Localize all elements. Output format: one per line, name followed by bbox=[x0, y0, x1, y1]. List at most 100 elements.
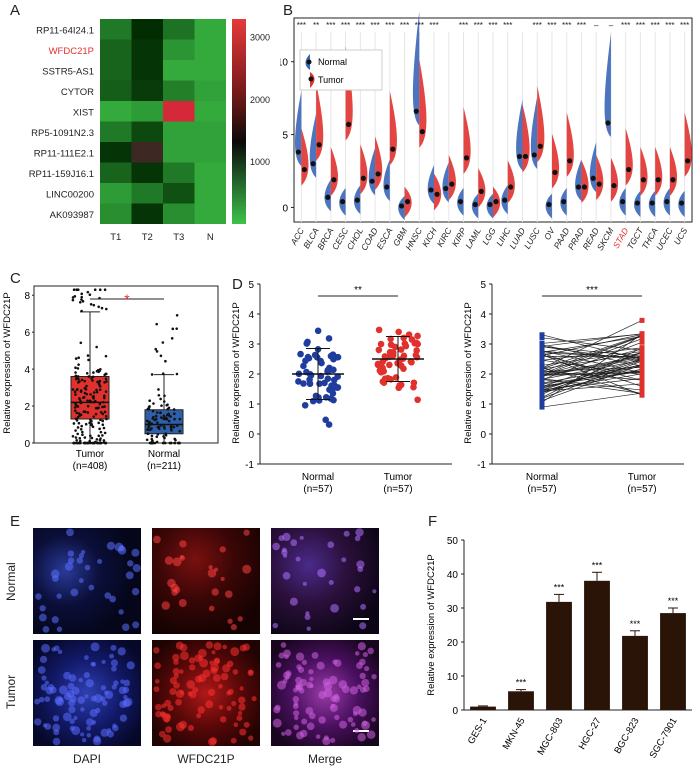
dot-group-n: (n=57) bbox=[383, 484, 412, 495]
micro-nucleus bbox=[44, 696, 51, 702]
micro-nucleus bbox=[121, 623, 130, 631]
box-point bbox=[146, 432, 150, 436]
micro-nucleus bbox=[153, 686, 160, 693]
micro-nucleus bbox=[239, 686, 244, 691]
box-point bbox=[88, 421, 91, 425]
violin-cancer-label: LAML bbox=[463, 226, 483, 250]
bar-sig: *** bbox=[554, 582, 565, 592]
pair-tumor-point bbox=[639, 317, 645, 323]
micro-nucleus bbox=[354, 535, 361, 542]
heatmap-cell bbox=[194, 162, 226, 183]
box-point bbox=[157, 388, 160, 391]
violin-normal-mean bbox=[502, 197, 508, 203]
box-point bbox=[163, 441, 167, 445]
box-point bbox=[175, 313, 179, 317]
dot-point bbox=[325, 335, 333, 342]
micro-nucleus bbox=[232, 669, 239, 675]
micro-nucleus bbox=[360, 603, 367, 610]
micro-nucleus bbox=[111, 665, 117, 672]
micro-nucleus bbox=[359, 622, 367, 630]
violin-cancer-label: SKCM bbox=[595, 225, 616, 252]
micro-nucleus bbox=[328, 675, 338, 685]
pair-group-label: Normal bbox=[526, 472, 558, 483]
dot-point bbox=[401, 340, 409, 347]
box-point bbox=[97, 421, 101, 425]
dot-point bbox=[395, 328, 402, 336]
dot-point bbox=[301, 401, 309, 409]
box-point bbox=[79, 399, 82, 403]
violin-normal-mean bbox=[472, 201, 478, 208]
box-point bbox=[150, 434, 154, 438]
dot-ytick-label: 4 bbox=[248, 310, 254, 321]
micro-nucleus bbox=[207, 688, 216, 697]
micro-nucleus bbox=[359, 658, 366, 666]
dot-point bbox=[374, 360, 382, 368]
micro-nucleus bbox=[304, 614, 311, 620]
violin-sig: *** bbox=[385, 21, 394, 30]
micro-nucleus bbox=[179, 651, 189, 661]
violin-tumor bbox=[463, 107, 471, 174]
micro-nucleus bbox=[41, 675, 47, 681]
micro-nucleus bbox=[318, 691, 327, 699]
dot-point bbox=[300, 362, 307, 370]
violin-normal-mean bbox=[620, 199, 626, 205]
box-point bbox=[167, 406, 171, 410]
micro-nucleus bbox=[371, 717, 376, 722]
box-point bbox=[95, 438, 99, 441]
micro-nucleus bbox=[298, 687, 305, 694]
violin-legend-normal: Normal bbox=[318, 57, 347, 67]
dot-point bbox=[389, 349, 397, 356]
box-point bbox=[91, 425, 95, 429]
violin-sig: *** bbox=[650, 21, 659, 30]
bar-rect bbox=[508, 691, 534, 710]
dot-ytick-label: 1 bbox=[248, 400, 254, 411]
box-point bbox=[75, 375, 78, 379]
micro-nucleus bbox=[68, 706, 76, 714]
violin-tumor bbox=[301, 128, 309, 186]
micro-nucleus bbox=[293, 724, 299, 730]
micro-nucleus bbox=[189, 664, 196, 671]
box-point bbox=[173, 441, 176, 445]
box-point bbox=[103, 431, 107, 435]
violin-normal-mean bbox=[664, 199, 670, 205]
micro-nucleus bbox=[205, 700, 214, 709]
dot-point bbox=[384, 374, 392, 382]
micro-nucleus bbox=[67, 550, 75, 557]
micro-nucleus bbox=[106, 541, 116, 551]
micro-nucleus bbox=[213, 674, 221, 682]
pair-line bbox=[541, 354, 643, 381]
micro-nucleus bbox=[309, 676, 314, 682]
box-point bbox=[104, 415, 108, 418]
bar-category-label: MKN-45 bbox=[501, 716, 528, 752]
micro-nucleus bbox=[293, 710, 300, 717]
micro-nucleus bbox=[309, 683, 314, 689]
box-point bbox=[166, 403, 169, 406]
heatmap-col-label: N bbox=[207, 232, 214, 243]
micro-nucleus bbox=[361, 678, 370, 687]
violin-cancer-label: HNSC bbox=[403, 225, 424, 252]
box-ytick-label: 6 bbox=[24, 328, 30, 339]
heatmap-cell bbox=[194, 203, 226, 224]
box-point bbox=[84, 441, 87, 445]
box-point bbox=[73, 390, 77, 394]
micro-nucleus bbox=[220, 576, 225, 582]
micro-nucleus bbox=[83, 655, 89, 660]
violin-normal-mean bbox=[354, 197, 360, 203]
micro-nucleus bbox=[219, 716, 227, 723]
micro-nucleus bbox=[92, 736, 102, 746]
box-point bbox=[153, 441, 157, 445]
heatmap-cell bbox=[100, 39, 132, 60]
micro-nucleus bbox=[41, 643, 50, 653]
heatmap-cell bbox=[194, 183, 226, 204]
violin-normal-mean bbox=[428, 187, 434, 193]
box-point bbox=[170, 428, 173, 432]
dot-point bbox=[300, 380, 307, 387]
violin-legend-tumor: Tumor bbox=[318, 75, 344, 85]
pair-normal-point bbox=[539, 389, 545, 395]
box-point bbox=[159, 354, 163, 358]
heatmap-row-label: WFDC21P bbox=[49, 46, 94, 57]
pair-line bbox=[541, 333, 643, 403]
micro-nucleus bbox=[179, 540, 187, 548]
dot-point bbox=[321, 379, 328, 387]
panel-label-d: D bbox=[232, 276, 243, 293]
